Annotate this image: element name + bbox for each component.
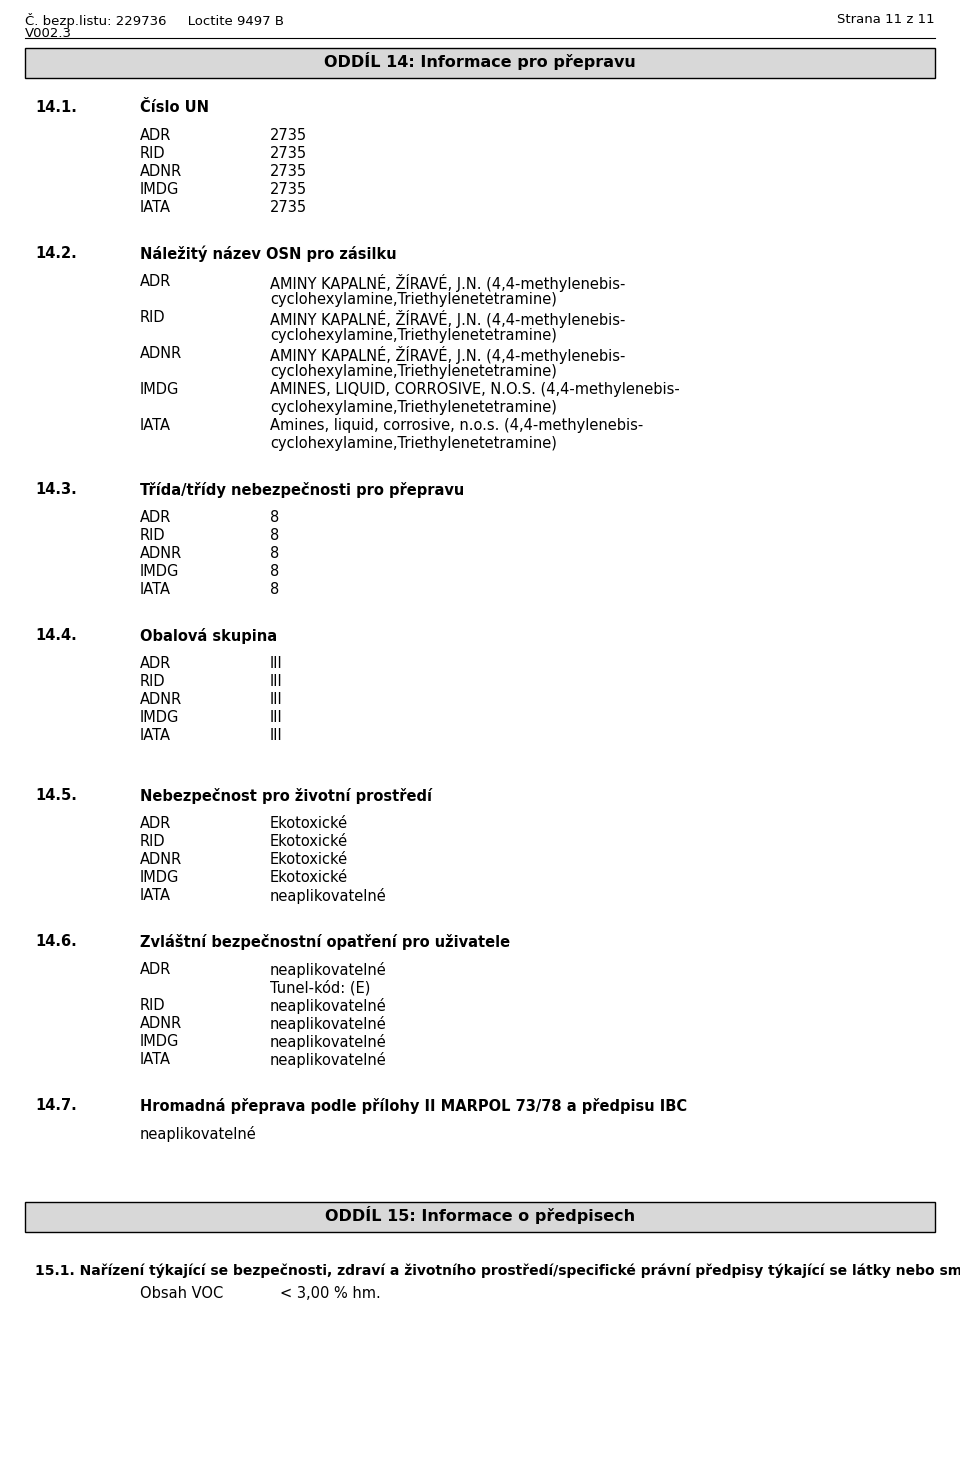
Text: IATA: IATA <box>140 418 171 433</box>
Text: 2735: 2735 <box>270 128 307 143</box>
Text: cyclohexylamine,Triethylenetetramine): cyclohexylamine,Triethylenetetramine) <box>270 436 557 452</box>
Text: Náležitý název OSN pro zásilku: Náležitý název OSN pro zásilku <box>140 246 396 262</box>
Text: IMDG: IMDG <box>140 564 180 578</box>
Text: neaplikovatelné: neaplikovatelné <box>270 1016 387 1032</box>
Text: ODDÍL 15: Informace o předpisech: ODDÍL 15: Informace o předpisech <box>324 1206 636 1224</box>
Text: 14.6.: 14.6. <box>35 934 77 949</box>
Text: ADR: ADR <box>140 962 172 978</box>
Text: neaplikovatelné: neaplikovatelné <box>270 1034 387 1050</box>
Text: III: III <box>270 692 283 707</box>
Text: IMDG: IMDG <box>140 382 180 396</box>
Text: 14.5.: 14.5. <box>35 788 77 803</box>
FancyBboxPatch shape <box>25 48 935 79</box>
Text: Obalová skupina: Obalová skupina <box>140 628 277 644</box>
Text: Číslo UN: Číslo UN <box>140 101 209 115</box>
Text: ADNR: ADNR <box>140 692 182 707</box>
Text: cyclohexylamine,Triethylenetetramine): cyclohexylamine,Triethylenetetramine) <box>270 401 557 415</box>
Text: Nebezpečnost pro životní prostředí: Nebezpečnost pro životní prostředí <box>140 788 432 804</box>
Text: ADNR: ADNR <box>140 852 182 867</box>
Text: neaplikovatelné: neaplikovatelné <box>140 1126 256 1142</box>
Text: 2735: 2735 <box>270 146 307 162</box>
Text: < 3,00 % hm.: < 3,00 % hm. <box>280 1287 381 1301</box>
Text: RID: RID <box>140 310 166 325</box>
Text: ODDÍL 14: Informace pro přepravu: ODDÍL 14: Informace pro přepravu <box>324 52 636 70</box>
Text: III: III <box>270 728 283 743</box>
Text: ADR: ADR <box>140 510 172 525</box>
Text: RID: RID <box>140 146 166 162</box>
Text: Třída/třídy nebezpečnosti pro přepravu: Třída/třídy nebezpečnosti pro přepravu <box>140 482 465 498</box>
Text: III: III <box>270 656 283 672</box>
Text: IMDG: IMDG <box>140 1034 180 1049</box>
Text: 15.1. Nařízení týkající se bezpečnosti, zdraví a životního prostředí/specifické : 15.1. Nařízení týkající se bezpečnosti, … <box>35 1265 960 1278</box>
Text: IATA: IATA <box>140 728 171 743</box>
Text: 14.4.: 14.4. <box>35 628 77 643</box>
Text: Ekotoxické: Ekotoxické <box>270 833 348 849</box>
Text: 14.2.: 14.2. <box>35 246 77 261</box>
Text: ADR: ADR <box>140 816 172 830</box>
Text: III: III <box>270 675 283 689</box>
Text: 8: 8 <box>270 564 279 578</box>
Text: Ekotoxické: Ekotoxické <box>270 870 348 884</box>
Text: 2735: 2735 <box>270 182 307 197</box>
Text: 14.7.: 14.7. <box>35 1099 77 1113</box>
Text: RID: RID <box>140 675 166 689</box>
Text: AMINY KAPALNÉ, ŽÍRAVÉ, J.N. (4,4-methylenebis-: AMINY KAPALNÉ, ŽÍRAVÉ, J.N. (4,4-methyle… <box>270 310 625 328</box>
Text: ADR: ADR <box>140 128 172 143</box>
Text: AMINY KAPALNÉ, ŽÍRAVÉ, J.N. (4,4-methylenebis-: AMINY KAPALNÉ, ŽÍRAVÉ, J.N. (4,4-methyle… <box>270 345 625 364</box>
Text: Zvláštní bezpečnostní opatření pro uživatele: Zvláštní bezpečnostní opatření pro uživa… <box>140 934 510 950</box>
Text: AMINES, LIQUID, CORROSIVE, N.O.S. (4,4-methylenebis-: AMINES, LIQUID, CORROSIVE, N.O.S. (4,4-m… <box>270 382 680 396</box>
Text: IMDG: IMDG <box>140 710 180 726</box>
Text: Amines, liquid, corrosive, n.o.s. (4,4-methylenebis-: Amines, liquid, corrosive, n.o.s. (4,4-m… <box>270 418 643 433</box>
Text: neaplikovatelné: neaplikovatelné <box>270 887 387 903</box>
Text: Strana 11 z 11: Strana 11 z 11 <box>837 13 935 26</box>
Text: 2735: 2735 <box>270 200 307 216</box>
Text: 8: 8 <box>270 546 279 561</box>
Text: cyclohexylamine,Triethylenetetramine): cyclohexylamine,Triethylenetetramine) <box>270 328 557 342</box>
Text: RID: RID <box>140 527 166 543</box>
Text: neaplikovatelné: neaplikovatelné <box>270 998 387 1014</box>
Text: AMINY KAPALNÉ, ŽÍRAVÉ, J.N. (4,4-methylenebis-: AMINY KAPALNÉ, ŽÍRAVÉ, J.N. (4,4-methyle… <box>270 274 625 291</box>
Text: cyclohexylamine,Triethylenetetramine): cyclohexylamine,Triethylenetetramine) <box>270 364 557 379</box>
Text: 8: 8 <box>270 527 279 543</box>
Text: Č. bezp.listu: 229736     Loctite 9497 B: Č. bezp.listu: 229736 Loctite 9497 B <box>25 13 284 28</box>
Text: Tunel-kód: (E): Tunel-kód: (E) <box>270 981 371 995</box>
Text: ADR: ADR <box>140 274 172 288</box>
Text: RID: RID <box>140 833 166 849</box>
Text: ADNR: ADNR <box>140 1016 182 1032</box>
Text: IATA: IATA <box>140 200 171 216</box>
Text: IMDG: IMDG <box>140 182 180 197</box>
Text: V002.3: V002.3 <box>25 28 72 39</box>
Text: ADNR: ADNR <box>140 546 182 561</box>
Text: 14.1.: 14.1. <box>35 101 77 115</box>
Text: 14.3.: 14.3. <box>35 482 77 497</box>
Text: Ekotoxické: Ekotoxické <box>270 852 348 867</box>
Text: IATA: IATA <box>140 581 171 597</box>
Text: ADNR: ADNR <box>140 345 182 361</box>
Text: RID: RID <box>140 998 166 1013</box>
Text: 8: 8 <box>270 581 279 597</box>
Text: ADNR: ADNR <box>140 165 182 179</box>
Text: IATA: IATA <box>140 887 171 903</box>
Text: 8: 8 <box>270 510 279 525</box>
Text: IATA: IATA <box>140 1052 171 1067</box>
Text: ADR: ADR <box>140 656 172 672</box>
Text: 2735: 2735 <box>270 165 307 179</box>
Text: neaplikovatelné: neaplikovatelné <box>270 962 387 978</box>
Text: III: III <box>270 710 283 726</box>
FancyBboxPatch shape <box>25 1202 935 1233</box>
Text: Hromadná přeprava podle přílohy II MARPOL 73/78 a předpisu IBC: Hromadná přeprava podle přílohy II MARPO… <box>140 1099 687 1115</box>
Text: IMDG: IMDG <box>140 870 180 884</box>
Text: cyclohexylamine,Triethylenetetramine): cyclohexylamine,Triethylenetetramine) <box>270 291 557 307</box>
Text: Obsah VOC: Obsah VOC <box>140 1287 224 1301</box>
Text: Ekotoxické: Ekotoxické <box>270 816 348 830</box>
Text: neaplikovatelné: neaplikovatelné <box>270 1052 387 1068</box>
